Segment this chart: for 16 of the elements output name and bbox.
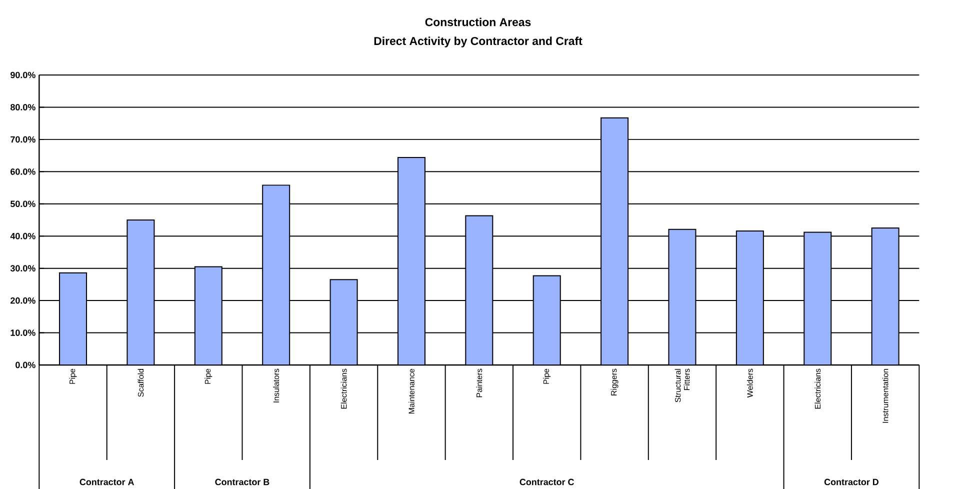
y-tick-label: 60.0%: [10, 168, 36, 175]
y-tick-label: 40.0%: [10, 232, 36, 240]
y-tick-label: 10.0%: [10, 329, 36, 336]
y-tick-label: 20.0%: [10, 297, 36, 304]
text: Contractor B: [215, 478, 270, 485]
text: Contractor A: [80, 478, 134, 485]
text: Contractor C: [520, 478, 574, 485]
y-tick-label: 30.0%: [10, 264, 36, 272]
chart-title: Construction Areas: [425, 18, 531, 26]
y-tick-label: 0.0%: [16, 362, 36, 368]
y-tick-label: 50.0%: [10, 200, 36, 207]
y-tick-label: 80.0%: [10, 104, 36, 110]
y-tick-label: 70.0%: [10, 136, 36, 142]
y-tick-label: 90.0%: [10, 72, 36, 78]
chart-subtitle: Direct Activity by Contractor and Craft: [374, 36, 582, 48]
text: Contractor D: [824, 478, 878, 485]
